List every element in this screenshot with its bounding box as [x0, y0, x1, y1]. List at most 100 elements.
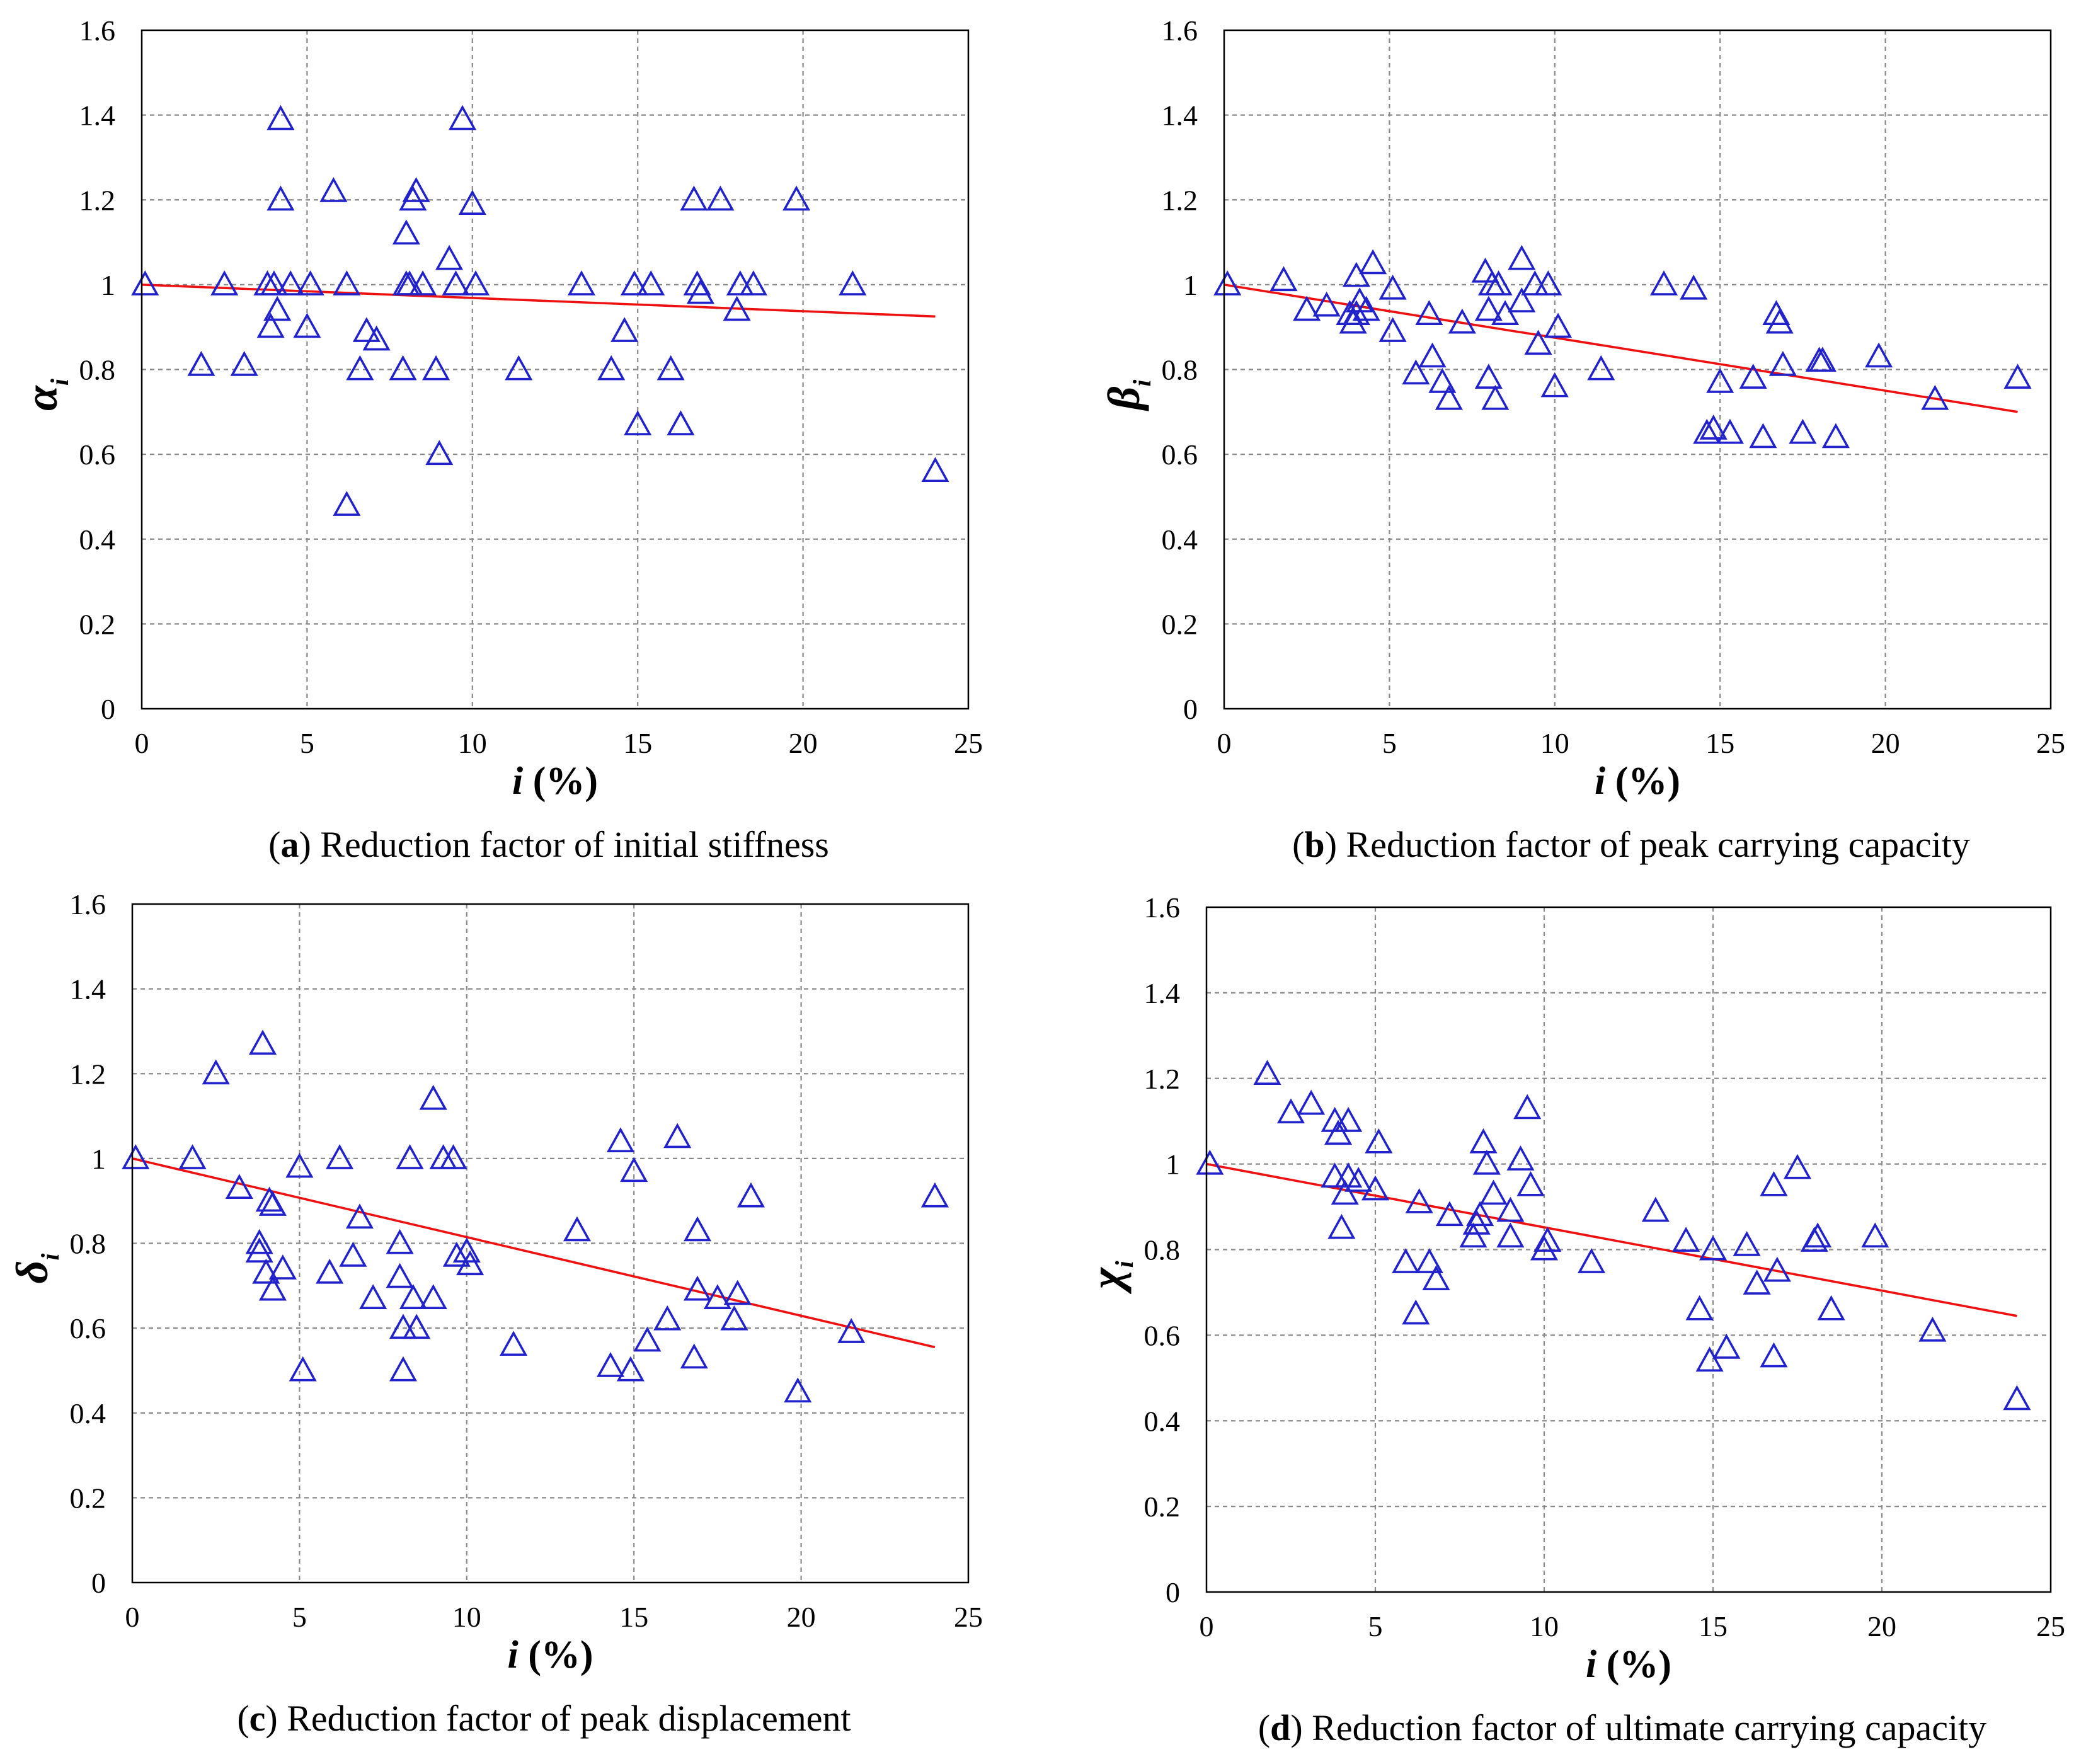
data-point-c-3 [225, 1174, 253, 1199]
caption-label-d: d [1270, 1707, 1290, 1748]
data-point-c-42 [680, 1343, 708, 1369]
data-point-d-35 [1672, 1227, 1700, 1252]
y-tick-label-a-7: 1.4 [79, 100, 116, 132]
y-tick-label-c-0: 0 [91, 1567, 106, 1599]
x-tick-label-b-1: 5 [1382, 727, 1397, 759]
data-point-d-45 [1783, 1154, 1812, 1179]
x-tick-label-b-0: 0 [1217, 727, 1232, 759]
data-point-b-24 [1484, 270, 1513, 295]
x-axis-var-b: i [1595, 760, 1605, 803]
data-point-b-21 [1474, 295, 1503, 321]
x-ticks-c: 0 5 10 15 20 25 [125, 1601, 983, 1633]
data-point-d-47 [1804, 1222, 1832, 1248]
data-point-b-48 [1821, 423, 1850, 449]
data-point-a-3 [230, 351, 258, 376]
data-point-b-42 [1762, 300, 1791, 325]
y-tick-label-c-3: 0.6 [70, 1312, 106, 1344]
data-point-a-42 [680, 185, 708, 211]
data-point-c-33 [500, 1331, 528, 1356]
data-point-a-43 [683, 270, 711, 295]
data-point-b-1 [1269, 266, 1298, 292]
y-tick-label-c-8: 1.6 [70, 888, 106, 920]
x-tick-label-c-1: 5 [292, 1601, 307, 1633]
x-tick-label-b-2: 10 [1540, 727, 1569, 759]
data-point-a-15 [333, 270, 361, 295]
data-point-b-45 [1789, 418, 1817, 444]
y-axis-title-c: δi [7, 1253, 64, 1283]
trendline-b-line [1224, 284, 2018, 413]
caption-text-c: Reduction factor of peak displacement [287, 1698, 851, 1739]
data-point-a-49 [782, 185, 811, 211]
caption-text-b: Reduction factor of peak carrying capaci… [1346, 824, 1970, 865]
data-point-a-6 [260, 270, 288, 295]
x-axis-unit-d: (%) [1607, 1643, 1671, 1686]
data-point-b-37 [1699, 415, 1728, 440]
points-a [131, 105, 949, 516]
data-point-a-25 [409, 270, 437, 295]
trendline-a-line [141, 284, 936, 318]
x-tick-label-d-0: 0 [1200, 1610, 1214, 1642]
y-tick-label-a-3: 0.6 [79, 438, 116, 471]
trendline-c-line [132, 1157, 936, 1349]
data-point-c-2 [202, 1059, 230, 1085]
data-point-a-36 [610, 317, 639, 342]
y-tick-label-d-4: 0.8 [1144, 1234, 1181, 1266]
data-point-d-42 [1760, 1342, 1788, 1368]
data-point-d-27 [1496, 1196, 1525, 1222]
data-point-a-19 [389, 355, 417, 381]
data-point-d-29 [1513, 1094, 1542, 1120]
data-point-d-11 [1344, 1167, 1373, 1192]
data-point-b-47 [1808, 346, 1837, 372]
data-point-b-43 [1765, 308, 1794, 334]
data-point-b-44 [1768, 351, 1797, 376]
grid-b [1224, 30, 2051, 709]
data-point-c-31 [452, 1237, 481, 1263]
y-ticks-c: 0 0.2 0.4 0.6 0.8 1 1.2 1.4 1.6 [70, 888, 106, 1599]
data-point-b-9 [1352, 295, 1380, 321]
trendline-a [141, 284, 936, 318]
data-point-a-32 [461, 270, 490, 295]
y-ticks-d: 0 0.2 0.4 0.6 0.8 1 1.2 1.4 1.6 [1144, 891, 1181, 1608]
x-tick-label-d-2: 10 [1530, 1610, 1559, 1642]
data-point-d-15 [1402, 1299, 1430, 1325]
y-tick-label-b-4: 0.8 [1162, 354, 1198, 386]
data-point-d-38 [1699, 1235, 1728, 1261]
data-point-a-28 [435, 244, 464, 270]
data-point-a-35 [597, 355, 626, 381]
caption-label-b: b [1304, 824, 1324, 865]
x-tick-label-a-0: 0 [135, 727, 149, 759]
trendline-b [1224, 284, 2018, 413]
x-axis-var-c: i [507, 1634, 518, 1676]
data-point-c-7 [252, 1258, 280, 1284]
y-axis-subscript-d: i [1110, 1261, 1138, 1268]
data-point-b-40 [1739, 364, 1767, 389]
data-point-d-36 [1685, 1295, 1714, 1320]
data-point-a-7 [263, 295, 292, 321]
data-point-d-9 [1334, 1106, 1363, 1132]
y-tick-label-c-2: 0.4 [70, 1397, 106, 1429]
points-c [122, 1029, 949, 1403]
data-point-b-34 [1649, 270, 1678, 295]
data-point-c-23 [396, 1144, 424, 1169]
x-tick-label-d-1: 5 [1368, 1610, 1383, 1642]
data-point-d-1 [1253, 1060, 1281, 1085]
data-point-b-20 [1474, 364, 1503, 389]
data-point-b-10 [1359, 249, 1387, 275]
y-axis-subscript-b: i [1128, 379, 1156, 386]
data-point-a-23 [399, 185, 427, 211]
caption-a: (a) Reduction factor of initial stiffnes… [268, 824, 829, 865]
data-point-a-1 [187, 351, 215, 376]
data-point-b-17 [1435, 384, 1463, 410]
data-point-d-40 [1733, 1230, 1761, 1256]
x-axis-title-c: i (%) [507, 1634, 593, 1676]
caption-c: (c) Reduction factor of peak displacemen… [237, 1698, 851, 1739]
data-point-c-14 [316, 1258, 344, 1284]
data-point-d-28 [1506, 1145, 1535, 1171]
y-tick-label-a-1: 0.2 [79, 608, 116, 640]
data-point-c-37 [616, 1356, 645, 1382]
data-point-a-13 [319, 177, 348, 202]
data-point-c-27 [419, 1284, 447, 1310]
x-axis-unit-a: (%) [533, 760, 598, 803]
data-point-b-29 [1524, 329, 1552, 355]
data-point-c-34 [563, 1216, 592, 1242]
